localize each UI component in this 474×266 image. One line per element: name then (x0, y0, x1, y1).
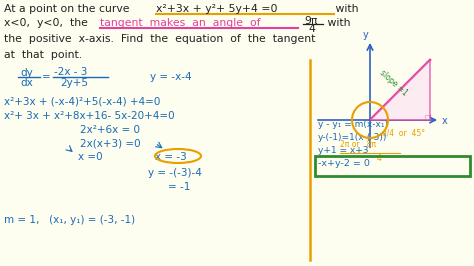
Text: dx: dx (20, 78, 33, 88)
Text: π/4  or  45°: π/4 or 45° (382, 128, 425, 137)
Text: -2x - 3: -2x - 3 (54, 67, 87, 77)
Text: y+1 = x+3: y+1 = x+3 (318, 146, 368, 155)
Text: x²+3x + y²+ 5y+4 =0: x²+3x + y²+ 5y+4 =0 (156, 4, 277, 14)
Text: y-(-1)=1(x-(-3)): y-(-1)=1(x-(-3)) (318, 133, 387, 142)
Text: x²+ 3x + x²+8x+16- 5x-20+4=0: x²+ 3x + x²+8x+16- 5x-20+4=0 (4, 111, 174, 121)
Polygon shape (370, 60, 430, 120)
Text: slope =1: slope =1 (378, 68, 409, 97)
Text: the  positive  x-axis.  Find  the  equation  of  the  tangent: the positive x-axis. Find the equation o… (4, 34, 315, 44)
Text: y: y (363, 30, 369, 40)
Text: 2x²+6x = 0: 2x²+6x = 0 (80, 125, 140, 135)
Text: m = 1,   (x₁, y₁) = (-3, -1): m = 1, (x₁, y₁) = (-3, -1) (4, 215, 135, 225)
Text: At a point on the curve: At a point on the curve (4, 4, 129, 14)
Text: y = -(-3)-4: y = -(-3)-4 (148, 168, 202, 178)
Text: 9π: 9π (304, 16, 318, 26)
Text: 2x(x+3) =0: 2x(x+3) =0 (80, 139, 141, 149)
Text: at  that  point.: at that point. (4, 50, 82, 60)
Text: tangent  makes  an  angle  of: tangent makes an angle of (100, 18, 261, 28)
Text: x = -3: x = -3 (155, 152, 187, 162)
Text: = -1: = -1 (168, 182, 191, 192)
Text: =: = (42, 72, 51, 82)
Text: 4: 4 (308, 24, 315, 34)
Text: -x+y-2 = 0: -x+y-2 = 0 (318, 159, 370, 168)
Text: y = -x-4: y = -x-4 (150, 72, 191, 82)
Text: x: x (442, 116, 448, 126)
Text: x²+3x + (-x-4)²+5(-x-4) +4=0: x²+3x + (-x-4)²+5(-x-4) +4=0 (4, 97, 160, 107)
Text: 2π or   8π: 2π or 8π (340, 140, 376, 149)
Text: x =0: x =0 (78, 152, 103, 162)
Text: 4: 4 (377, 154, 382, 163)
Text: dy: dy (20, 68, 33, 78)
Text: y - y₁ = m(x-x₁): y - y₁ = m(x-x₁) (318, 120, 388, 129)
Text: x<0,  y<0,  the: x<0, y<0, the (4, 18, 88, 28)
Text: with: with (332, 4, 358, 14)
Text: 2y+5: 2y+5 (60, 78, 88, 88)
Text: with: with (324, 18, 350, 28)
